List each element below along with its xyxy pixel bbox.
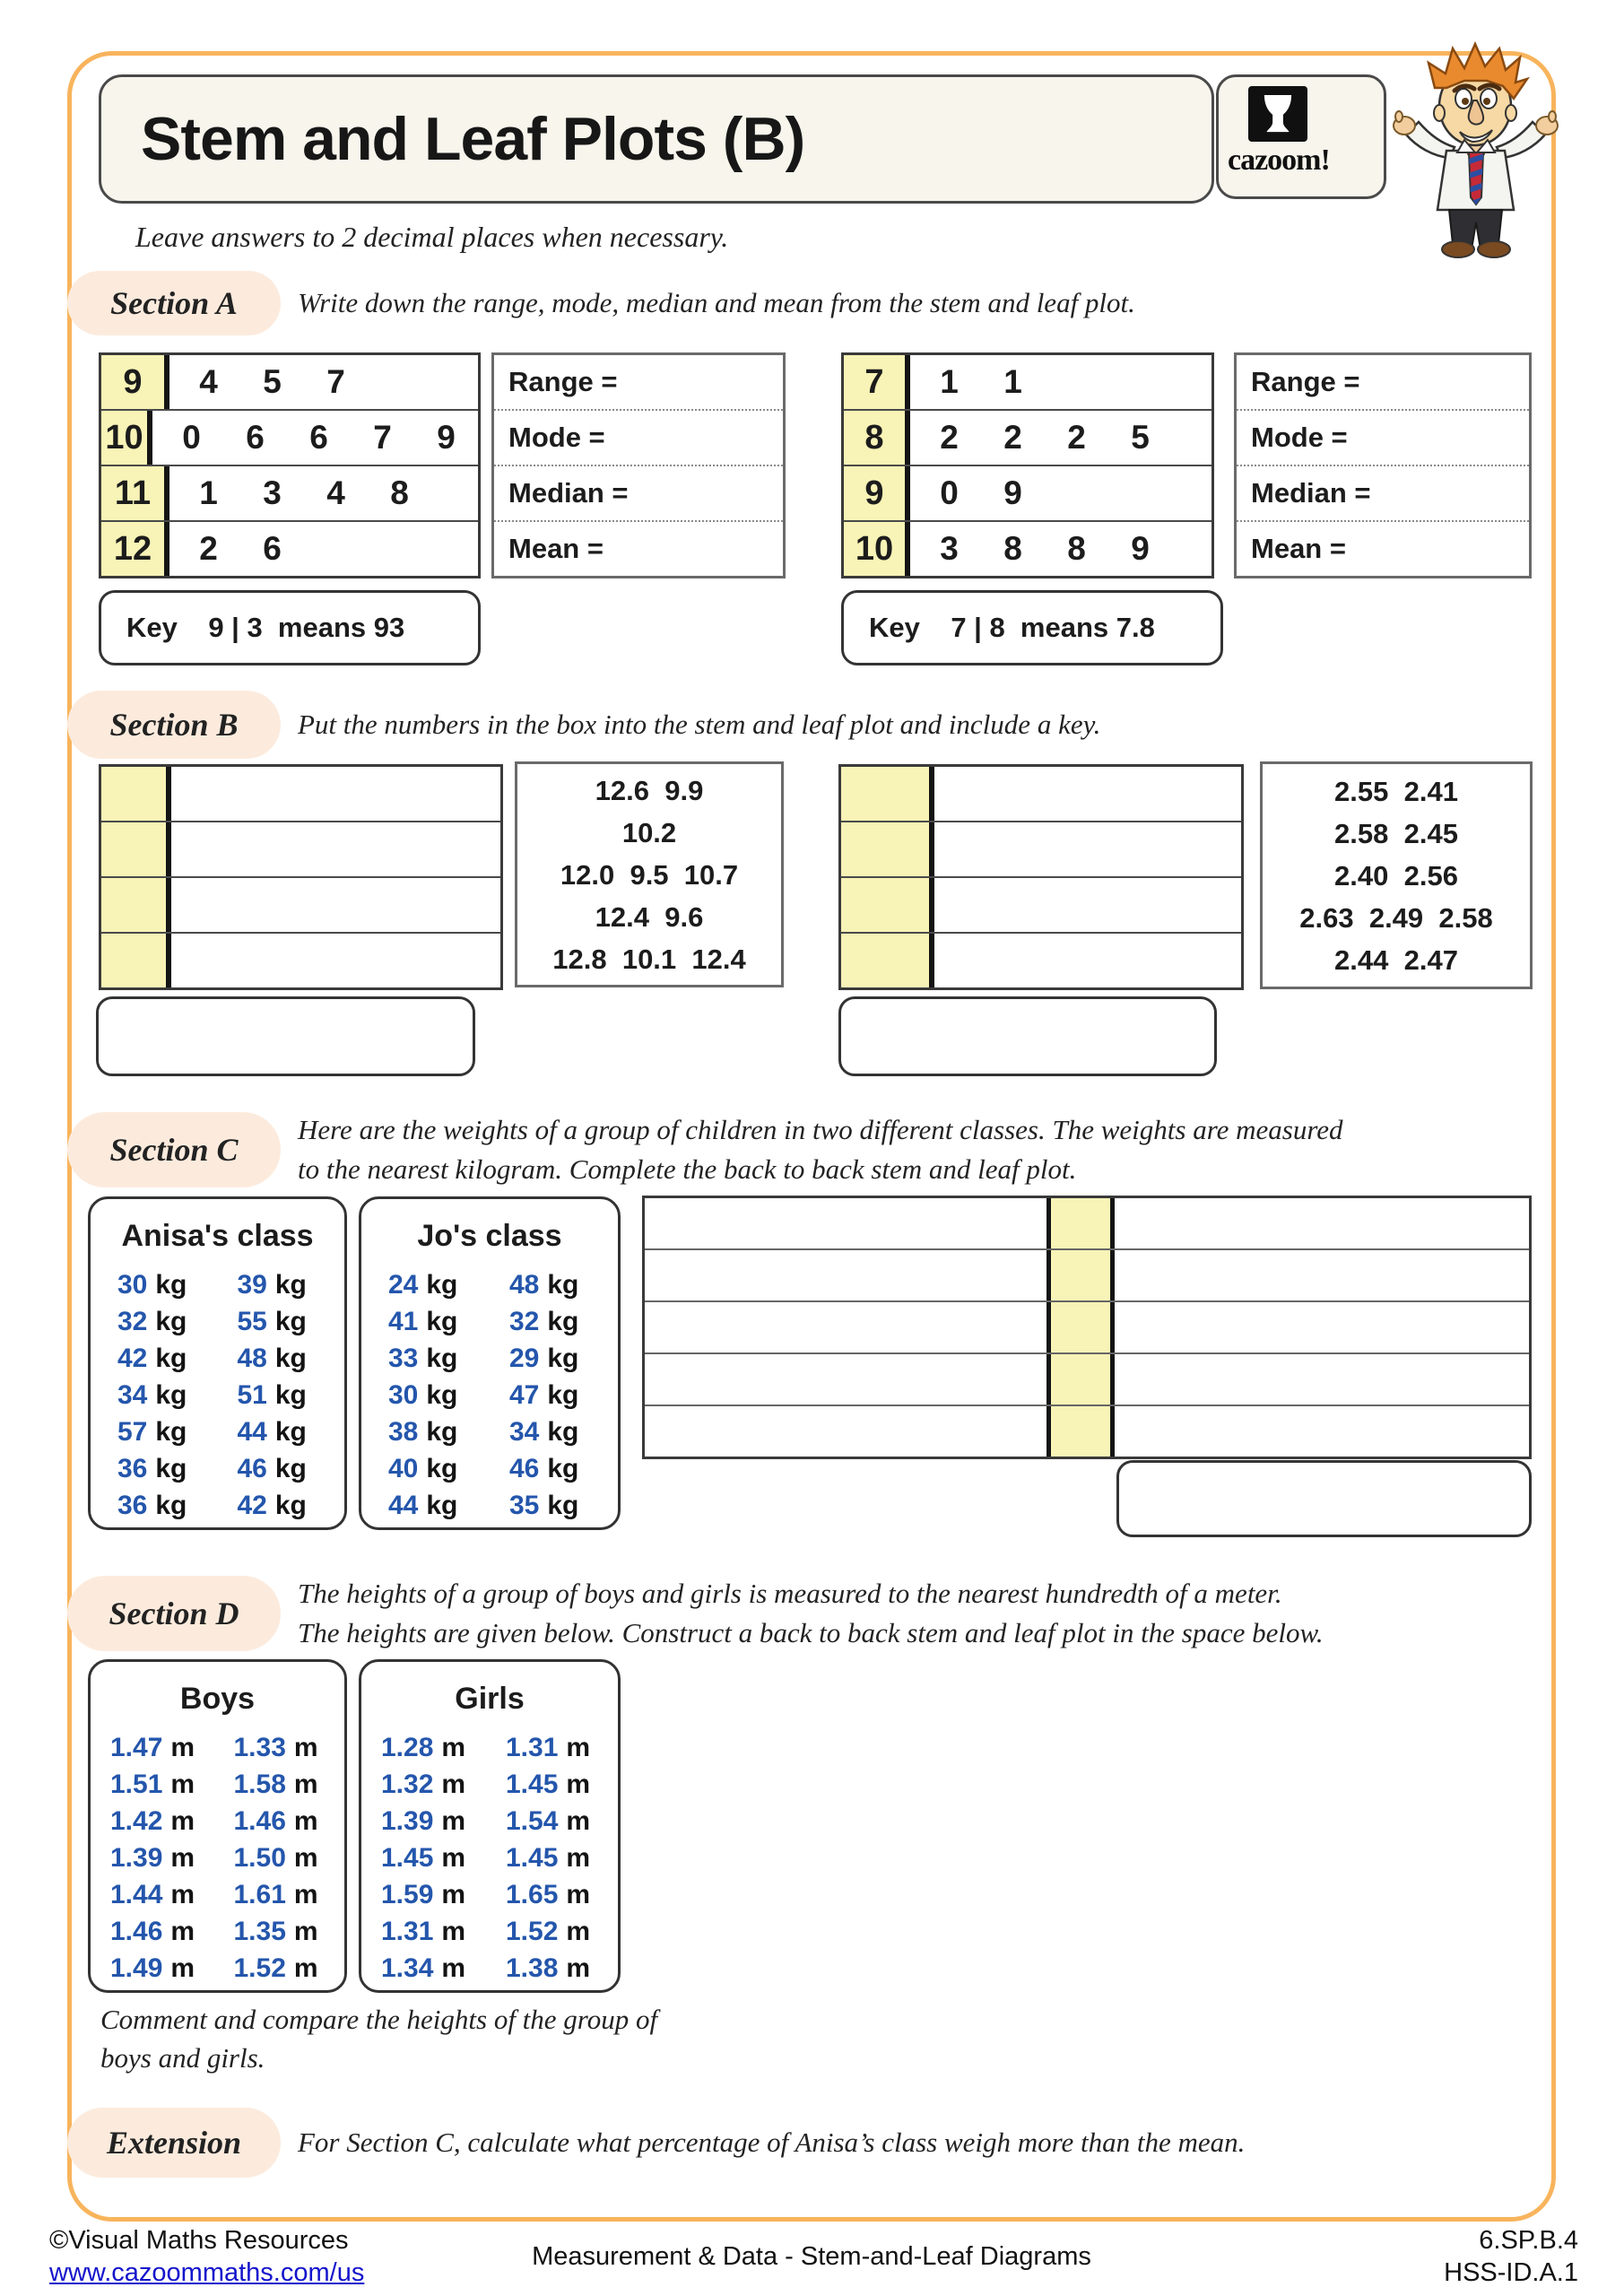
- class-title: Jo's class: [417, 1219, 562, 1253]
- empty-stem-leaf-plot-b1[interactable]: [99, 764, 503, 990]
- section-c-banner: Section C: [67, 1112, 281, 1187]
- stem-cell: 10: [844, 522, 910, 576]
- key-box-a2: Key 7 | 8 means 7.8: [841, 590, 1223, 665]
- back-to-back-plot-c[interactable]: [642, 1196, 1532, 1459]
- answer-row-median[interactable]: Median =: [494, 466, 783, 522]
- empty-key-box-c[interactable]: [1116, 1460, 1532, 1537]
- answer-row-range[interactable]: Range =: [494, 355, 783, 411]
- stem-cell: 10: [101, 411, 152, 465]
- key-box-a1: Key 9 | 3 means 93: [99, 590, 481, 665]
- answer-box-a2: Range = Mode = Median = Mean =: [1234, 352, 1532, 578]
- footer-standard-2: HSS-ID.A.1: [1444, 2258, 1578, 2287]
- class-box-boys: Boys 1.47 m 1.33 m 1.51 m 1.58 m 1.42 m 1.46 m 1.…: [88, 1659, 347, 1993]
- answer-row-mean[interactable]: Mean =: [1251, 533, 1346, 564]
- empty-key-box-b1[interactable]: [96, 996, 475, 1076]
- section-b-instruction: Put the numbers in the box into the stem…: [298, 709, 1101, 740]
- cazoom-logo: cazoom!: [1216, 74, 1386, 199]
- section-c-instruction: Here are the weights of a group of child…: [298, 1114, 1343, 1185]
- section-a-instruction: Write down the range, mode, median and m…: [298, 287, 1135, 318]
- stem-cell: 8: [844, 411, 910, 465]
- answer-box-a1: Range = Mode = Median = Mean =: [491, 352, 786, 578]
- stem-cell: 12: [101, 522, 169, 576]
- answer-row-range[interactable]: Range =: [1237, 355, 1529, 411]
- section-a-banner: Section A: [67, 271, 281, 335]
- brand-name: cazoom!: [1228, 144, 1331, 177]
- section-d-banner: Section D: [67, 1576, 281, 1651]
- title-box: Stem and Leaf Plots (B): [99, 74, 1214, 204]
- worksheet-note: Leave answers to 2 decimal places when n…: [135, 221, 729, 253]
- section-b-label: Section B: [109, 707, 239, 743]
- class-box-anisa: Anisa's class 30 kg 39 kg 32 kg 55 kg 42 kg 48 kg…: [88, 1196, 347, 1530]
- stem-cell: 11: [101, 466, 169, 520]
- stem-cell: 9: [844, 466, 910, 520]
- page-title: Stem and Leaf Plots (B): [141, 105, 805, 173]
- section-c-label: Section C: [109, 1132, 239, 1168]
- answer-row-median[interactable]: Median =: [1237, 466, 1529, 522]
- extension-label: Extension: [106, 2125, 242, 2161]
- mascot-illustration: [1393, 41, 1559, 258]
- footer-standard-1: 6.SP.B.4: [1479, 2226, 1578, 2255]
- answer-row-mode[interactable]: Mode =: [1237, 411, 1529, 466]
- answer-row-mode[interactable]: Mode =: [494, 411, 783, 466]
- footer-copyright: ©Visual Maths Resources: [49, 2226, 349, 2255]
- stem-cell: 7: [844, 355, 910, 409]
- class-box-jo: Jo's class 24 kg 48 kg 41 kg 32 kg 33 kg 29 kg 30…: [359, 1196, 621, 1530]
- footer-topic: Measurement & Data - Stem-and-Leaf Diagr…: [532, 2242, 1091, 2271]
- empty-stem-leaf-plot-b2[interactable]: [838, 764, 1244, 990]
- number-pool-b2: 2.55 2.41 2.58 2.45 2.40 2.56 2.63 2.49 …: [1260, 761, 1533, 989]
- class-title: Anisa's class: [121, 1219, 314, 1253]
- class-title: Boys: [179, 1682, 256, 1716]
- extension-instruction: For Section C, calculate what percentage…: [298, 2126, 1246, 2158]
- footer-url: www.cazoommaths.com/us: [49, 2258, 364, 2288]
- comment-prompt: Comment and compare the heights of the g…: [100, 2004, 658, 2074]
- goblet-icon: [1248, 86, 1307, 142]
- empty-key-box-b2[interactable]: [838, 996, 1217, 1076]
- section-b-banner: Section B: [67, 691, 281, 759]
- class-box-girls: Girls 1.28 m 1.31 m 1.32 m 1.45 m 1.39 m 1.54 m 1…: [359, 1659, 621, 1993]
- answer-row-mean[interactable]: Mean =: [508, 533, 604, 564]
- cazoom-link[interactable]: www.cazoommaths.com/us: [49, 2258, 365, 2287]
- class-title: Girls: [455, 1682, 525, 1716]
- stem-cell: 9: [101, 355, 169, 409]
- extension-banner: Extension: [67, 2108, 281, 2178]
- section-d-instruction: The heights of a group of boys and girls…: [298, 1578, 1324, 1648]
- section-d-label: Section D: [109, 1596, 239, 1631]
- number-pool-b1: 12.6 9.9 10.2 12.0 9.5 10.7 12.4 9.6 12.…: [515, 761, 784, 987]
- section-a-label: Section A: [110, 285, 238, 321]
